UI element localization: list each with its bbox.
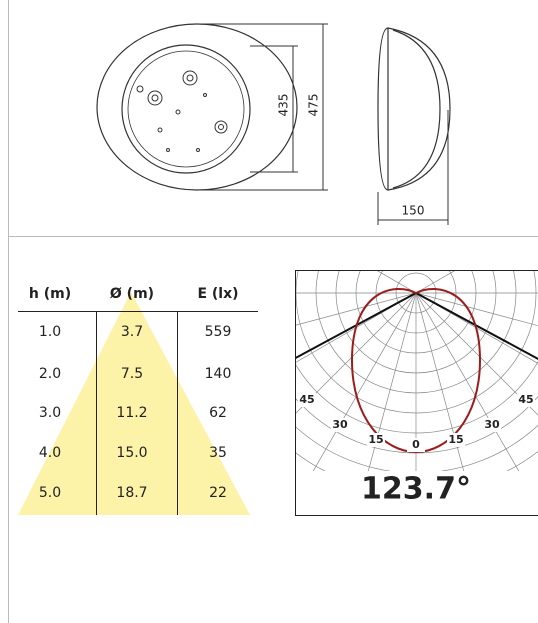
table-cell: 62	[209, 405, 227, 421]
angle-label: 15	[448, 433, 463, 446]
label-bg	[367, 433, 385, 447]
label-bg	[331, 418, 349, 432]
angle-label: 15	[368, 433, 383, 446]
polar-frame	[295, 270, 538, 516]
grid-ray	[312, 292, 417, 471]
dimension-label: 435	[277, 94, 291, 117]
grid-ray	[415, 292, 538, 327]
label-bg	[517, 393, 535, 407]
grid-ray	[296, 292, 417, 414]
angle-label: 45	[299, 393, 314, 406]
table-cell: 3.7	[121, 324, 143, 340]
table-cell: 140	[205, 366, 232, 382]
label-bg	[407, 438, 425, 452]
grid-ray	[415, 292, 520, 471]
dimension-lines	[200, 23, 449, 225]
dimension-label: 150	[402, 204, 425, 218]
angle-label: 0	[412, 438, 420, 451]
table-cell: 7.5	[121, 366, 143, 382]
dimension-label: 475	[307, 94, 321, 117]
label-bg	[447, 433, 465, 447]
table-header: E (lx)	[197, 286, 238, 302]
angle-label: 30	[484, 418, 500, 431]
angle-label: 30	[332, 418, 348, 431]
light-cone	[18, 292, 250, 515]
grid-ray	[415, 292, 465, 471]
table-cell: 1.0	[39, 324, 61, 340]
table-cell: 18.7	[116, 485, 147, 501]
table-header: h (m)	[29, 286, 71, 302]
grid-ray	[367, 292, 417, 471]
table-cell: 35	[209, 445, 227, 461]
front-view	[96, 23, 298, 191]
table-header: Ø (m)	[110, 286, 154, 302]
table-cell: 5.0	[39, 485, 61, 501]
label-bg	[298, 393, 316, 407]
grid-ray	[415, 292, 538, 364]
polar-grid	[296, 271, 538, 471]
beam-angle: 123.7°	[361, 472, 471, 507]
table-cell: 559	[205, 324, 232, 340]
angle-label: 45	[518, 393, 533, 406]
label-bg	[483, 418, 501, 432]
table-cell: 15.0	[116, 445, 147, 461]
grid-ray	[415, 292, 538, 416]
table-cell: 11.2	[116, 405, 147, 421]
side-view	[377, 27, 451, 191]
polar-labels: 45 30 15 0 15 30 45	[298, 393, 535, 452]
table-cell: 3.0	[39, 405, 61, 421]
table: h (m) Ø (m) E (lx) 1.0 3.7 559 2.0 7.5 140 3.0 11.…	[29, 286, 239, 501]
grid-ray	[296, 292, 417, 326]
table-cell: 2.0	[39, 366, 61, 382]
table-cell: 4.0	[39, 445, 61, 461]
grid-ray	[296, 292, 417, 363]
table-cell: 22	[209, 485, 227, 501]
